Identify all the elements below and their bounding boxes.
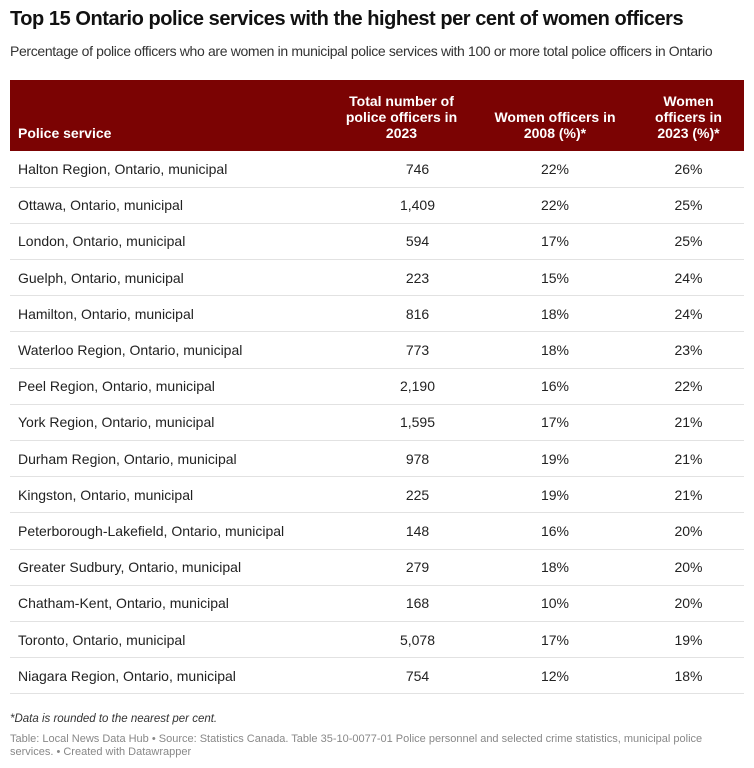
police-service-cell: Greater Sudbury, Ontario, municipal	[18, 559, 242, 576]
women-2023-cell: 23%	[674, 342, 703, 359]
table-row: Peel Region, Ontario, municipal 2,190 16% 2…	[10, 368, 744, 405]
women-2008-cell: 10%	[540, 595, 570, 612]
table-row: Peterborough-Lakefield, Ontario, municip…	[10, 513, 744, 550]
source-credit: Table: Local News Data Hub • Source: Sta…	[10, 733, 703, 758]
women-2023-cell: 25%	[674, 233, 703, 250]
women-2023-cell: 24%	[674, 305, 703, 322]
police-service-cell: Hamilton, Ontario, municipal	[18, 305, 194, 322]
table-header-row: Police service Total number of police of…	[10, 80, 744, 151]
chart-subtitle: Percentage of police officers who are wo…	[10, 43, 713, 59]
police-service-cell: York Region, Ontario, municipal	[18, 414, 215, 431]
women-2008-cell: 16%	[540, 522, 570, 539]
total-officers-cell: 773	[405, 342, 430, 359]
women-2008-cell: 19%	[540, 486, 570, 503]
total-officers-cell: 5,078	[399, 631, 436, 648]
table-row: Toronto, Ontario, municipal 5,078 17% 19%	[10, 621, 744, 658]
column-header-women-2023[interactable]: Women officers in 2023 (%)*	[655, 93, 722, 141]
women-2023-cell: 22%	[674, 378, 703, 395]
women-2008-cell: 17%	[540, 233, 570, 250]
women-2023-cell: 21%	[674, 486, 703, 503]
women-2023-cell: 19%	[674, 631, 703, 648]
women-2008-cell: 17%	[540, 414, 570, 431]
total-officers-cell: 223	[405, 269, 430, 286]
women-2008-cell: 18%	[540, 305, 570, 322]
table-row: Halton Region, Ontario, municipal 746 22% 2…	[10, 151, 744, 188]
police-services-table: Police service Total number of police of…	[10, 80, 744, 694]
table-row: Chatham-Kent, Ontario, municipal 168 10% 20…	[10, 585, 744, 622]
police-service-cell: London, Ontario, municipal	[18, 233, 186, 250]
total-officers-cell: 754	[405, 667, 430, 684]
table-row: Greater Sudbury, Ontario, municipal 279 18…	[10, 549, 744, 586]
police-service-cell: Guelph, Ontario, municipal	[18, 269, 184, 286]
women-2008-cell: 16%	[540, 378, 570, 395]
women-2008-cell: 18%	[540, 342, 570, 359]
police-service-cell: Toronto, Ontario, municipal	[18, 631, 186, 648]
total-officers-cell: 148	[405, 522, 430, 539]
women-2008-cell: 12%	[540, 667, 570, 684]
column-header-total-officers[interactable]: Total number of police officers in 2023	[345, 93, 458, 141]
chart-title: Top 15 Ontario police services with the …	[10, 8, 684, 30]
police-service-cell: Chatham-Kent, Ontario, municipal	[18, 595, 229, 612]
total-officers-cell: 2,190	[399, 378, 436, 395]
police-service-cell: Ottawa, Ontario, municipal	[18, 197, 183, 214]
table-row: London, Ontario, municipal 594 17% 25%	[10, 223, 744, 260]
women-2023-cell: 20%	[674, 595, 703, 612]
police-service-cell: Peterborough-Lakefield, Ontario, municip…	[18, 522, 285, 539]
police-service-cell: Niagara Region, Ontario, municipal	[18, 667, 236, 684]
women-2008-cell: 19%	[540, 450, 570, 467]
table-row: Hamilton, Ontario, municipal 816 18% 24%	[10, 296, 744, 332]
women-2023-cell: 18%	[674, 667, 703, 684]
total-officers-cell: 594	[405, 233, 430, 250]
women-2023-cell: 26%	[674, 160, 703, 177]
table-row: Kingston, Ontario, municipal 225 19% 21%	[10, 477, 744, 513]
police-service-cell: Waterloo Region, Ontario, municipal	[18, 342, 243, 359]
women-2023-cell: 20%	[674, 559, 703, 576]
table-body: Halton Region, Ontario, municipal 746 22% 2…	[10, 151, 744, 694]
police-service-cell: Durham Region, Ontario, municipal	[18, 450, 237, 467]
column-header-police-service[interactable]: Police service	[18, 125, 112, 141]
women-2008-cell: 15%	[540, 269, 570, 286]
table-row: Durham Region, Ontario, municipal 978 19% 2…	[10, 441, 744, 477]
total-officers-cell: 225	[405, 486, 430, 503]
women-2023-cell: 20%	[674, 522, 703, 539]
table-row: Waterloo Region, Ontario, municipal 773 18…	[10, 332, 744, 369]
women-2008-cell: 18%	[540, 559, 570, 576]
table-row: Guelph, Ontario, municipal 223 15% 24%	[10, 260, 744, 296]
total-officers-cell: 279	[405, 559, 430, 576]
table-row: Ottawa, Ontario, municipal 1,409 22% 25%	[10, 187, 744, 224]
total-officers-cell: 746	[405, 160, 430, 177]
police-service-cell: Kingston, Ontario, municipal	[18, 486, 194, 503]
total-officers-cell: 1,595	[399, 414, 436, 431]
women-2008-cell: 22%	[540, 160, 570, 177]
women-2023-cell: 21%	[674, 450, 703, 467]
table-row: York Region, Ontario, municipal 1,595 17% 2…	[10, 404, 744, 441]
column-header-women-2008[interactable]: Women officers in 2008 (%)*	[494, 109, 616, 141]
total-officers-cell: 1,409	[399, 197, 436, 214]
women-2023-cell: 21%	[674, 414, 703, 431]
police-service-cell: Peel Region, Ontario, municipal	[18, 378, 215, 395]
police-service-cell: Halton Region, Ontario, municipal	[18, 160, 228, 177]
women-2023-cell: 24%	[674, 269, 703, 286]
women-2008-cell: 17%	[540, 631, 570, 648]
total-officers-cell: 978	[405, 450, 430, 467]
women-2008-cell: 22%	[540, 197, 570, 214]
women-2023-cell: 25%	[674, 197, 703, 214]
total-officers-cell: 816	[405, 305, 430, 322]
footnote: *Data is rounded to the nearest per cent…	[10, 713, 218, 725]
total-officers-cell: 168	[405, 595, 430, 612]
table-row: Niagara Region, Ontario, municipal 754 12%…	[10, 658, 744, 694]
